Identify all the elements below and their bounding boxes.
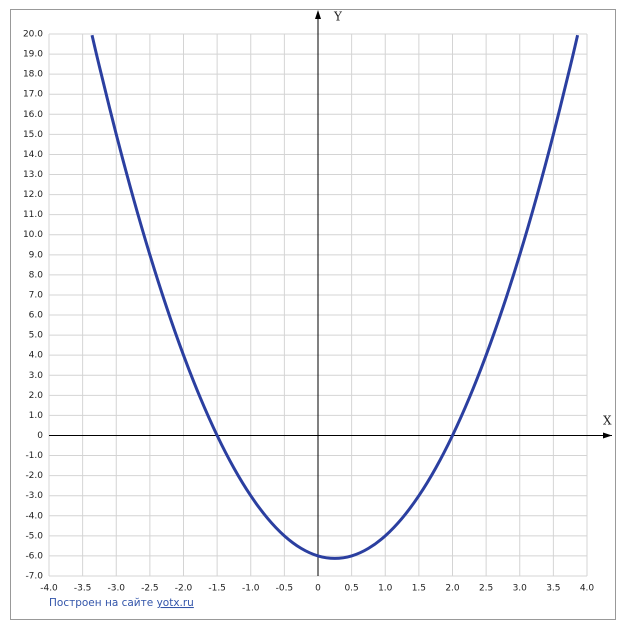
x-tick-label: 0 (315, 584, 321, 594)
y-tick-label: 19.0 (23, 50, 43, 60)
x-tick-label: -2.0 (175, 584, 193, 594)
y-tick-label: 12.0 (23, 190, 43, 200)
y-tick-label: 4.0 (29, 351, 44, 361)
y-tick-label: 1.0 (29, 411, 44, 421)
y-axis-arrow (315, 10, 321, 19)
frame (10, 9, 616, 620)
y-tick-label: -3.0 (25, 491, 43, 501)
y-tick-label: 8.0 (29, 270, 44, 280)
x-tick-label: -1.5 (208, 584, 226, 594)
y-axis-label: Y (333, 10, 343, 24)
y-tick-label: 14.0 (23, 150, 43, 160)
x-tick-label: -4.0 (40, 584, 58, 594)
y-tick-label: -1.0 (25, 451, 43, 461)
y-tick-label: 7.0 (29, 290, 44, 300)
y-tick-label: 9.0 (29, 250, 44, 260)
y-tick-label: -5.0 (25, 531, 43, 541)
y-tick-label: 0 (37, 431, 43, 441)
x-tick-label: 4.0 (580, 584, 595, 594)
footer: Построен на сайте yotx.ru (49, 597, 194, 609)
x-tick-label: -3.0 (107, 584, 125, 594)
y-tick-label: 11.0 (23, 210, 43, 220)
y-tick-label: -6.0 (25, 551, 43, 561)
y-tick-label: 10.0 (23, 230, 43, 240)
x-tick-label: -3.5 (74, 584, 92, 594)
x-tick-label: -0.5 (276, 584, 294, 594)
x-tick-label: 3.0 (513, 584, 528, 594)
y-tick-label: 6.0 (29, 311, 44, 321)
x-axis-label: X (603, 414, 612, 428)
x-tick-label: 2.0 (445, 584, 460, 594)
y-tick-label: 3.0 (29, 371, 44, 381)
footer-text: Построен на сайте (49, 597, 153, 609)
x-tick-label: -2.5 (141, 584, 159, 594)
y-tick-label: 18.0 (23, 70, 43, 80)
y-tick-label: -7.0 (25, 572, 43, 582)
y-tick-label: 2.0 (29, 391, 44, 401)
x-tick-label: -1.0 (242, 584, 260, 594)
x-tick-label: 1.5 (412, 584, 426, 594)
y-tick-label: -2.0 (25, 471, 43, 481)
y-tick-label: -4.0 (25, 511, 43, 521)
x-tick-label: 3.5 (546, 584, 560, 594)
x-axis-arrow (603, 432, 612, 439)
x-tick-label: 2.5 (479, 584, 493, 594)
y-tick-label: 16.0 (23, 110, 43, 120)
y-tick-label: 5.0 (29, 331, 44, 341)
x-tick-label: 1.0 (378, 584, 393, 594)
y-tick-label: 15.0 (23, 130, 43, 140)
y-tick-label: 13.0 (23, 170, 43, 180)
y-tick-label: 20.0 (23, 30, 43, 40)
y-tick-label: 17.0 (23, 90, 43, 100)
x-tick-label: 0.5 (344, 584, 358, 594)
curve (90, 34, 580, 560)
footer-link[interactable]: yotx.ru (157, 597, 194, 609)
